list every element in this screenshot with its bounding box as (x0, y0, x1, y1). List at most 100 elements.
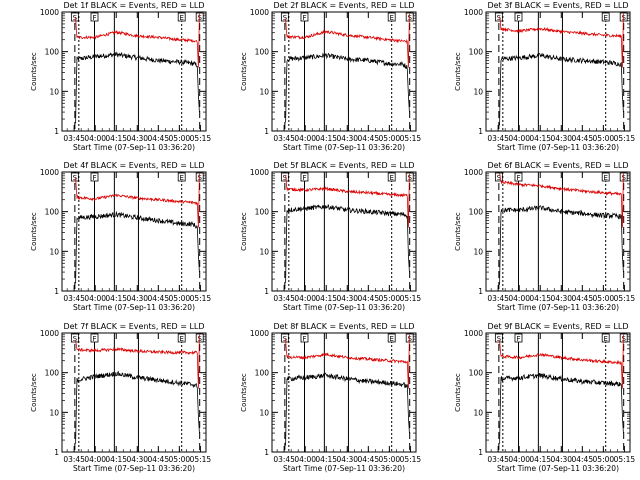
lld-series-line (285, 173, 410, 228)
x-tick-label: 05:15 (614, 294, 636, 303)
x-axis-label: Start Time (07-Sep-11 03:36:20) (497, 464, 619, 473)
x-tick-label: 04:15 (529, 134, 551, 143)
event-marker-box (387, 12, 396, 22)
y-axis-label: Counts/sec (30, 212, 38, 251)
y-tick-label: 100 (255, 208, 270, 217)
lld-series-line (499, 13, 624, 68)
y-tick-label: 1000 (250, 329, 269, 338)
x-tick-label: 04:15 (315, 134, 337, 143)
event-marker-label: S (621, 335, 626, 343)
x-tick-label: 05:15 (190, 134, 212, 143)
panel-det-6: Det 6f BLACK = Events, RED = LLD 1 10 100 10… (454, 161, 635, 312)
x-tick-label: 04:15 (529, 294, 551, 303)
panel-title: Det 2f BLACK = Events, RED = LLD (273, 1, 414, 10)
x-tick-label: 04:45 (147, 134, 169, 143)
event-marker-box (70, 12, 79, 22)
x-tick-label: 05:00 (593, 294, 615, 303)
plot-frame (61, 11, 207, 132)
event-marker-box (90, 172, 99, 182)
x-tick-label: 04:30 (550, 455, 572, 464)
panel-det-2: Det 2f BLACK = Events, RED = LLD 1 10 100 10… (240, 1, 421, 152)
y-axis-label: Counts/sec (240, 373, 248, 412)
x-tick-label: 05:15 (400, 134, 422, 143)
plot-frame (61, 171, 207, 292)
event-marker-label: S (621, 174, 626, 182)
plot-frame (271, 11, 417, 132)
event-marker-box (90, 12, 99, 22)
lld-series-line (75, 13, 200, 68)
event-marker-box (601, 12, 610, 22)
event-marker-label: S (407, 174, 412, 182)
event-marker-label: S (73, 174, 78, 182)
y-tick-label: 1000 (464, 329, 483, 338)
y-tick-label: 1000 (464, 168, 483, 177)
events-series-line (75, 370, 200, 444)
y-tick-label: 1 (264, 127, 269, 136)
event-marker-label: S (497, 174, 502, 182)
event-marker-label: F (302, 174, 306, 182)
x-axis-label: Start Time (07-Sep-11 03:36:20) (73, 464, 195, 473)
event-marker-box (387, 172, 396, 182)
y-tick-label: 1000 (250, 168, 269, 177)
lld-series-line (285, 334, 410, 389)
y-axis-label: Counts/sec (240, 52, 248, 91)
event-marker-label: S (283, 14, 288, 22)
x-tick-label: 04:15 (529, 455, 551, 464)
x-tick-label: 04:00 (294, 294, 316, 303)
x-tick-label: 04:00 (508, 455, 530, 464)
panel-title: Det 4f BLACK = Events, RED = LLD (63, 161, 204, 170)
x-tick-label: 04:30 (550, 134, 572, 143)
x-tick-label: 04:00 (84, 134, 106, 143)
x-tick-label: 05:00 (593, 455, 615, 464)
x-tick-label: 04:15 (105, 455, 127, 464)
event-marker-label: E (389, 174, 393, 182)
x-tick-label: 03:45 (487, 294, 509, 303)
event-marker-label: E (179, 174, 183, 182)
y-axis-label: Counts/sec (30, 373, 38, 412)
event-marker-label: F (516, 174, 520, 182)
event-marker-box (494, 333, 503, 343)
x-tick-label: 04:15 (105, 294, 127, 303)
lld-series-line (75, 173, 200, 228)
plot-frame (61, 332, 207, 453)
lld-series-line (75, 334, 200, 389)
y-tick-label: 100 (45, 208, 60, 217)
event-marker-label: S (407, 14, 412, 22)
panel-title: Det 1f BLACK = Events, RED = LLD (63, 1, 204, 10)
x-tick-label: 04:45 (357, 294, 379, 303)
x-tick-label: 05:00 (169, 455, 191, 464)
plot-frame (271, 332, 417, 453)
event-marker-label: E (389, 335, 393, 343)
x-tick-label: 03:45 (487, 455, 509, 464)
y-axis-label: Counts/sec (240, 212, 248, 251)
x-tick-label: 05:00 (379, 294, 401, 303)
y-tick-label: 1000 (250, 8, 269, 17)
x-tick-label: 03:45 (273, 455, 295, 464)
x-tick-label: 04:45 (147, 455, 169, 464)
x-tick-label: 04:45 (357, 134, 379, 143)
event-marker-box (177, 12, 186, 22)
x-tick-label: 04:30 (126, 294, 148, 303)
y-tick-label: 1 (478, 127, 483, 136)
event-marker-box (177, 172, 186, 182)
event-marker-box (514, 333, 523, 343)
event-marker-label: S (197, 335, 202, 343)
x-tick-label: 05:00 (169, 294, 191, 303)
x-tick-label: 05:15 (190, 294, 212, 303)
x-tick-label: 04:30 (336, 455, 358, 464)
y-axis-label: Counts/sec (454, 52, 462, 91)
event-marker-label: E (179, 335, 183, 343)
event-marker-label: S (407, 335, 412, 343)
x-tick-label: 04:00 (84, 455, 106, 464)
x-axis-label: Start Time (07-Sep-11 03:36:20) (497, 303, 619, 312)
x-tick-label: 05:15 (190, 455, 212, 464)
y-tick-label: 100 (255, 369, 270, 378)
y-tick-label: 100 (45, 48, 60, 57)
y-tick-label: 1 (54, 127, 59, 136)
x-tick-label: 04:30 (336, 294, 358, 303)
x-tick-label: 03:45 (63, 134, 85, 143)
y-tick-label: 1 (264, 287, 269, 296)
y-tick-label: 1 (54, 287, 59, 296)
y-tick-label: 10 (49, 247, 59, 256)
event-marker-box (280, 333, 289, 343)
